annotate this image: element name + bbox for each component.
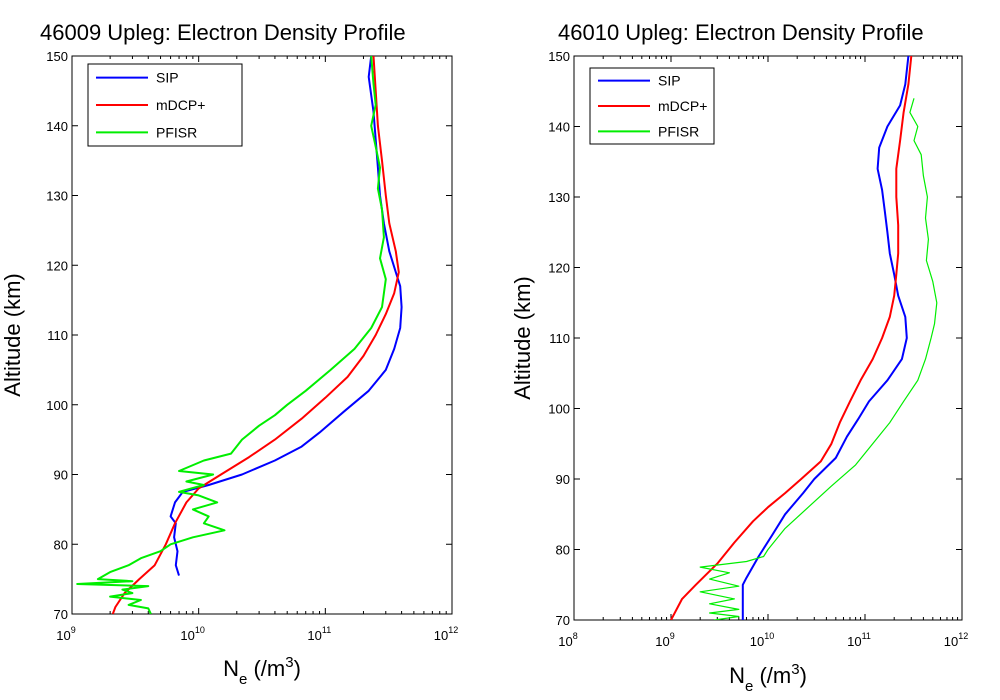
x-label-unit: (/m [253,656,285,681]
y-tick-label: 100 [46,398,68,413]
x-tick-label: 1012 [434,625,458,643]
series-line-sip [741,56,910,620]
y-tick-label: 70 [54,607,68,622]
x-tick-base: 10 [56,628,70,643]
y-tick-label: 130 [548,190,570,205]
chart-title: 46010 Upleg: Electron Density Profile [558,20,924,45]
x-tick-base: 10 [944,634,958,649]
x-label-close: ) [800,663,807,688]
y-tick-label: 80 [556,543,570,558]
x-tick-exponent: 9 [670,631,675,641]
y-tick-label: 70 [556,613,570,628]
x-tick-base: 10 [750,634,764,649]
x-label-superscript: 3 [285,654,293,671]
x-tick-label: 109 [56,625,75,643]
y-tick-label: 120 [46,258,68,273]
x-label-close: ) [294,656,301,681]
legend: SIP mDCP+ PFISR [87,63,243,147]
x-tick-label: 109 [655,631,674,649]
legend: SIP mDCP+ PFISR [589,67,715,145]
x-label-subscript: e [745,678,753,695]
legend-label: SIP [156,70,179,86]
y-tick-label: 150 [548,49,570,64]
x-tick-base: 10 [180,628,194,643]
y-tick-label: 130 [46,189,68,204]
plot-area [573,55,963,621]
x-tick-exponent: 8 [573,631,578,641]
x-label-superscript: 3 [791,661,799,678]
y-tick-label: 140 [46,119,68,134]
x-tick-label: 1010 [180,625,204,643]
series-line-mdcp [670,56,913,620]
plot-area [71,55,453,615]
legend-label: SIP [658,73,681,89]
y-axis-label: Altitude (km) [510,276,535,399]
y-tick-label: 90 [54,468,68,483]
y-tick-label: 150 [46,49,68,64]
series-line-mdcp [111,56,400,614]
series-line-sip [169,56,403,576]
y-tick-label: 140 [548,120,570,135]
y-axis-label: Altitude (km) [0,273,25,396]
x-tick-label: 1011 [847,631,871,649]
y-tick-label: 100 [548,402,570,417]
x-tick-base: 10 [655,634,669,649]
x-tick-base: 10 [558,634,572,649]
x-tick-exponent: 9 [71,625,76,635]
x-tick-exponent: 11 [322,625,331,635]
x-tick-base: 10 [434,628,448,643]
chart-1: 46009 Upleg: Electron Density Profile 70 8… [0,20,458,688]
chart-title: 46009 Upleg: Electron Density Profile [40,20,406,45]
y-tick-label: 110 [549,331,570,346]
y-tick-label: 120 [548,261,570,276]
x-tick-base: 10 [847,634,861,649]
x-tick-label: 1011 [307,625,331,643]
x-tick-label: 1012 [944,631,968,649]
legend-label: mDCP+ [658,98,707,114]
x-tick-label: 108 [558,631,577,649]
y-tick-label: 80 [54,537,68,552]
y-tick-label: 90 [556,472,570,487]
x-tick-exponent: 11 [862,631,871,641]
x-label-base: N [223,656,239,681]
x-tick-exponent: 12 [448,625,458,635]
x-label-subscript: e [239,671,247,688]
x-axis-label: Ne (/m3) [223,654,301,688]
x-tick-exponent: 10 [195,625,205,635]
series-lines [76,56,403,614]
chart-2: 46010 Upleg: Electron Density Profile708… [510,20,968,695]
x-axis-label: Ne (/m3) [729,661,807,695]
series-line-pfisr [76,56,387,614]
x-tick-exponent: 12 [958,631,968,641]
x-label-base: N [729,663,745,688]
x-tick-base: 10 [307,628,321,643]
x-label-unit: (/m [759,663,791,688]
legend-label: PFISR [156,124,197,140]
series-line-pfisr [699,98,938,620]
x-tick-label: 1010 [750,631,774,649]
legend-label: mDCP+ [156,97,205,113]
x-tick-exponent: 10 [764,631,774,641]
legend-label: PFISR [658,123,699,139]
y-tick-label: 110 [47,328,68,343]
series-lines [670,56,938,620]
